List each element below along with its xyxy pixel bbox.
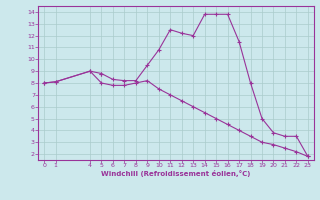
X-axis label: Windchill (Refroidissement éolien,°C): Windchill (Refroidissement éolien,°C)	[101, 170, 251, 177]
